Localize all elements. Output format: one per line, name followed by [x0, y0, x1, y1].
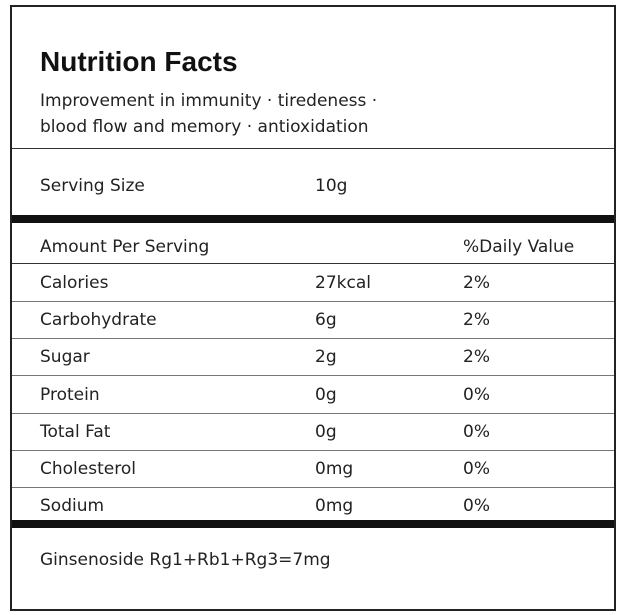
table-header: Amount Per Serving — [40, 237, 210, 257]
subtitle: blood flow and memory · antioxidation — [40, 117, 369, 137]
thick-divider — [12, 215, 614, 223]
daily-value: 0% — [463, 496, 490, 517]
divider — [12, 148, 614, 149]
nutrient: Cholesterol — [40, 459, 136, 479]
nutrient: Carbohydrate — [40, 310, 157, 331]
nutrient: Sugar — [40, 347, 90, 368]
amount: 0g — [315, 421, 337, 442]
row-divider — [12, 338, 614, 340]
nutrient: Calories — [40, 273, 109, 293]
title: Nutrition Facts — [40, 46, 238, 77]
daily-value: 2% — [463, 347, 490, 368]
nutrient: Sodium — [40, 496, 105, 517]
divider — [12, 263, 614, 264]
daily-value: 0% — [463, 459, 490, 479]
amount: 6g — [315, 310, 337, 331]
subtitle: Improvement in immunity · tiredeness · — [40, 91, 378, 111]
amount: 0mg — [315, 496, 354, 517]
daily-value: 2% — [463, 273, 490, 293]
daily-value: 0% — [463, 384, 490, 405]
amount: 0g — [315, 384, 337, 405]
table-header: %Daily Value — [463, 237, 575, 257]
amount: 0mg — [315, 459, 354, 479]
amount: 2g — [315, 347, 337, 368]
footnote: Ginsenoside Rg1+Rb1+Rg3=7mg — [40, 550, 331, 570]
nutrient: Protein — [40, 384, 100, 405]
row-divider — [12, 412, 614, 414]
serving-value: 10g — [315, 176, 348, 196]
daily-value: 0% — [463, 421, 490, 442]
nutrient: Total Fat — [40, 421, 111, 442]
daily-value: 2% — [463, 310, 490, 331]
serving-label: Serving Size — [40, 176, 145, 196]
row-divider — [12, 301, 614, 302]
row-divider — [12, 375, 614, 377]
nutrition-label: Nutrition Facts Improvement in immunity … — [10, 5, 616, 611]
thick-divider — [12, 520, 614, 528]
amount: 27kcal — [315, 273, 371, 293]
row-divider — [12, 487, 614, 488]
row-divider — [12, 449, 614, 451]
